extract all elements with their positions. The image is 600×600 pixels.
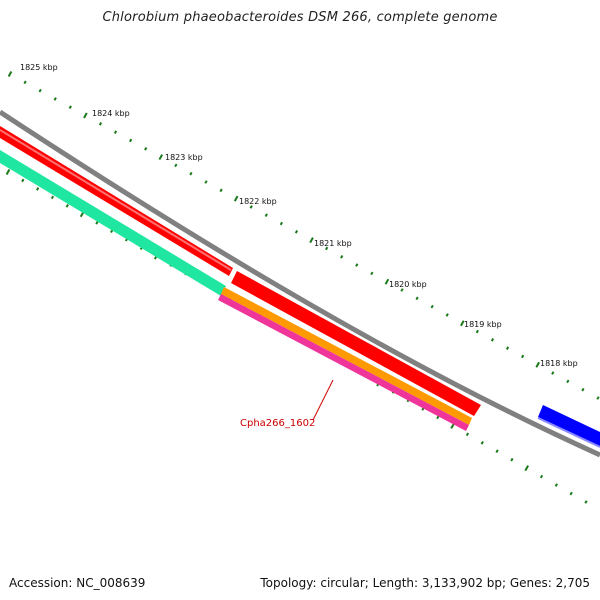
ruler-tick bbox=[249, 205, 253, 209]
ruler-tick bbox=[204, 180, 208, 184]
ruler-tick bbox=[50, 195, 55, 200]
kbp-label-1823: 1823 kbp bbox=[165, 153, 203, 162]
map-title: Chlorobium phaeobacteroides DSM 266, com… bbox=[102, 10, 498, 25]
ruler-tick bbox=[535, 361, 540, 368]
ruler-tick bbox=[98, 122, 103, 126]
ruler-tick bbox=[505, 346, 510, 350]
ruler-tick bbox=[510, 457, 514, 462]
ruler-labels: 1825 kbp 1824 kbp 1823 kbp 1822 kbp 1821… bbox=[20, 63, 578, 368]
ruler-tick bbox=[21, 178, 25, 183]
ruler-tick bbox=[460, 320, 465, 327]
ruler-tick bbox=[264, 213, 268, 218]
ruler-tick bbox=[340, 254, 344, 259]
ruler-tick bbox=[38, 88, 42, 93]
ruler-tick bbox=[475, 329, 479, 334]
ruler-tick bbox=[495, 449, 499, 454]
ruler-tick bbox=[219, 188, 223, 193]
ruler-tick bbox=[584, 500, 588, 504]
gene-teal[interactable] bbox=[0, 150, 226, 296]
ruler-tick bbox=[415, 296, 419, 301]
gene-blue[interactable] bbox=[538, 405, 600, 446]
ruler-tick bbox=[539, 474, 544, 479]
gene-red-lower[interactable] bbox=[231, 271, 481, 416]
genome-backbone bbox=[0, 109, 600, 458]
ruler-tick bbox=[569, 491, 573, 496]
ruler-tick bbox=[521, 354, 525, 359]
ruler-tick bbox=[233, 195, 239, 202]
footer-info: Topology: circular; Length: 3,133,902 bp… bbox=[260, 576, 590, 590]
ruler-tick bbox=[95, 220, 99, 225]
ruler-tick bbox=[465, 432, 470, 437]
ruler-tick bbox=[129, 138, 133, 143]
ruler-tick bbox=[554, 483, 558, 487]
ruler-tick bbox=[53, 97, 57, 101]
ruler-tick bbox=[480, 440, 484, 445]
gene-red-highlight bbox=[0, 129, 232, 271]
kbp-label-1821: 1821 kbp bbox=[314, 239, 352, 248]
ruler-tick bbox=[68, 105, 72, 110]
ruler-tick bbox=[23, 80, 27, 85]
ruler-tick bbox=[400, 288, 404, 292]
gene-blue-outline bbox=[537, 417, 600, 448]
gene-magenta[interactable] bbox=[218, 294, 469, 431]
ruler-tick bbox=[113, 130, 118, 134]
ruler-tick bbox=[524, 465, 529, 472]
ruler-tick bbox=[5, 169, 11, 175]
ruler-tick bbox=[384, 278, 390, 285]
gene-label-cpha266-1602[interactable]: Cpha266_1602 bbox=[240, 418, 315, 429]
ruler-ticks bbox=[5, 71, 600, 504]
kbp-label-1820: 1820 kbp bbox=[389, 280, 427, 289]
ruler-tick bbox=[490, 338, 495, 342]
ruler-tick bbox=[445, 313, 449, 317]
kbp-label-1825: 1825 kbp bbox=[20, 63, 58, 72]
ruler-tick bbox=[294, 230, 299, 234]
kbp-label-1818: 1818 kbp bbox=[540, 359, 578, 368]
ruler-tick bbox=[370, 271, 374, 276]
ruler-tick bbox=[430, 304, 434, 309]
ruler-tick bbox=[325, 246, 329, 251]
gene-orange[interactable] bbox=[221, 287, 472, 425]
ruler-tick bbox=[65, 204, 69, 208]
ruler-tick bbox=[144, 146, 148, 151]
ruler-tick bbox=[279, 221, 283, 226]
gene-label-leader bbox=[312, 379, 334, 421]
ruler-tick bbox=[189, 171, 193, 176]
kbp-label-1819: 1819 kbp bbox=[464, 320, 502, 329]
ruler-tick bbox=[355, 263, 359, 267]
kbp-label-1822: 1822 kbp bbox=[239, 197, 277, 206]
ruler-tick bbox=[551, 371, 555, 375]
ruler-tick bbox=[581, 387, 585, 392]
ruler-tick bbox=[596, 396, 600, 400]
ruler-tick bbox=[174, 163, 178, 168]
footer-accession: Accession: NC_008639 bbox=[9, 576, 146, 590]
ruler-tick bbox=[436, 415, 440, 420]
ruler-tick bbox=[309, 237, 314, 244]
ruler-tick bbox=[36, 187, 40, 191]
ruler-tick bbox=[7, 71, 13, 77]
ruler-tick bbox=[566, 379, 570, 384]
ruler-tick bbox=[83, 112, 88, 119]
ruler-tick bbox=[158, 154, 164, 161]
kbp-label-1824: 1824 kbp bbox=[92, 109, 130, 118]
